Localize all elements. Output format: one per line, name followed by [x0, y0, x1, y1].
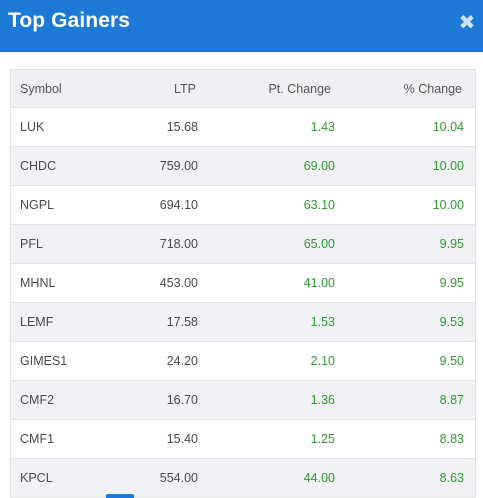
- cell-pct-change: 9.95: [335, 263, 475, 303]
- cell-symbol: PFL: [11, 224, 131, 264]
- table-row[interactable]: MHNL 453.00 41.00 9.95: [11, 263, 475, 303]
- cell-pct-change: 8.87: [335, 380, 475, 420]
- cell-ltp: 453.00: [131, 263, 198, 303]
- cell-ltp: 694.10: [131, 185, 198, 225]
- scroll-indicator[interactable]: [106, 494, 134, 498]
- gainers-table-container[interactable]: Symbol LTP Pt. Change % Change LUK 15.68 1…: [10, 69, 476, 498]
- column-header-ltp[interactable]: LTP: [131, 69, 198, 108]
- table-row[interactable]: LEMF 17.58 1.53 9.53: [11, 302, 475, 342]
- column-header-pt-change[interactable]: Pt. Change: [198, 69, 335, 108]
- cell-pct-change: 9.95: [335, 224, 475, 264]
- table-row[interactable]: CMF2 16.70 1.36 8.87: [11, 380, 475, 420]
- cell-pt-change: 41.00: [198, 263, 335, 303]
- cell-pt-change: 44.00: [198, 458, 335, 498]
- modal-title: Top Gainers: [8, 9, 131, 32]
- cell-pct-change: 8.83: [335, 419, 475, 459]
- cell-symbol: CMF2: [11, 380, 131, 420]
- gainers-table: Symbol LTP Pt. Change % Change LUK 15.68 1…: [11, 69, 475, 498]
- table-header-row: Symbol LTP Pt. Change % Change: [11, 69, 475, 108]
- cell-ltp: 554.00: [131, 458, 198, 498]
- cell-pct-change: 9.53: [335, 302, 475, 342]
- cell-symbol: KPCL: [11, 458, 131, 498]
- table-row[interactable]: LUK 15.68 1.43 10.04: [11, 107, 475, 147]
- cell-pct-change: 10.00: [335, 146, 475, 186]
- cell-ltp: 759.00: [131, 146, 198, 186]
- table-row[interactable]: GIMES1 24.20 2.10 9.50: [11, 341, 475, 381]
- cell-pt-change: 69.00: [198, 146, 335, 186]
- cell-symbol: GIMES1: [11, 341, 131, 381]
- cell-pt-change: 65.00: [198, 224, 335, 264]
- close-icon[interactable]: ✖: [458, 12, 476, 34]
- cell-pct-change: 10.04: [335, 107, 475, 147]
- cell-pct-change: 8.63: [335, 458, 475, 498]
- table-row[interactable]: NGPL 694.10 63.10 10.00: [11, 185, 475, 225]
- cell-symbol: CMF1: [11, 419, 131, 459]
- cell-symbol: NGPL: [11, 185, 131, 225]
- table-row[interactable]: CHDC 759.00 69.00 10.00: [11, 146, 475, 186]
- cell-ltp: 718.00: [131, 224, 198, 264]
- cell-ltp: 16.70: [131, 380, 198, 420]
- cell-ltp: 24.20: [131, 341, 198, 381]
- cell-pt-change: 1.53: [198, 302, 335, 342]
- cell-symbol: LUK: [11, 107, 131, 147]
- table-row[interactable]: PFL 718.00 65.00 9.95: [11, 224, 475, 264]
- cell-pt-change: 2.10: [198, 341, 335, 381]
- cell-symbol: MHNL: [11, 263, 131, 303]
- column-header-symbol[interactable]: Symbol: [11, 69, 131, 108]
- cell-pt-change: 1.43: [198, 107, 335, 147]
- cell-symbol: LEMF: [11, 302, 131, 342]
- table-row[interactable]: KPCL 554.00 44.00 8.63: [11, 458, 475, 498]
- cell-ltp: 15.40: [131, 419, 198, 459]
- modal-header: Top Gainers ✖: [0, 0, 483, 52]
- cell-pct-change: 10.00: [335, 185, 475, 225]
- table-row[interactable]: CMF1 15.40 1.25 8.83: [11, 419, 475, 459]
- cell-pct-change: 9.50: [335, 341, 475, 381]
- cell-pt-change: 63.10: [198, 185, 335, 225]
- cell-symbol: CHDC: [11, 146, 131, 186]
- cell-ltp: 17.58: [131, 302, 198, 342]
- cell-ltp: 15.68: [131, 107, 198, 147]
- cell-pt-change: 1.25: [198, 419, 335, 459]
- column-header-pct-change[interactable]: % Change: [335, 69, 475, 108]
- cell-pt-change: 1.36: [198, 380, 335, 420]
